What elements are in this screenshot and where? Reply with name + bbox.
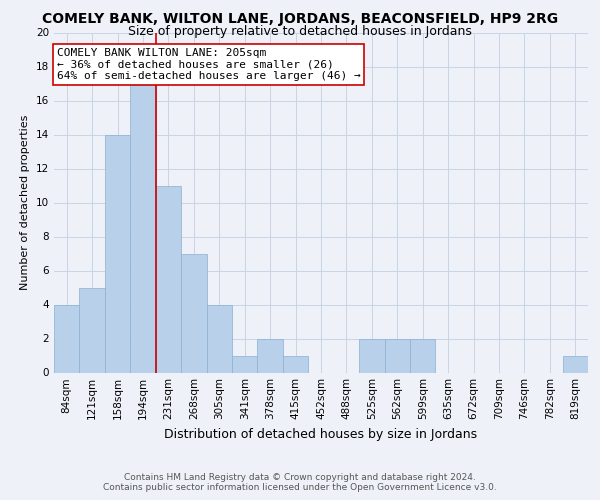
Bar [156,186,181,372]
Bar [79,288,105,372]
Text: COMELY BANK, WILTON LANE, JORDANS, BEACONSFIELD, HP9 2RG: COMELY BANK, WILTON LANE, JORDANS, BEACO… [42,12,558,26]
Bar [283,356,308,372]
Text: Contains HM Land Registry data © Crown copyright and database right 2024.
Contai: Contains HM Land Registry data © Crown c… [103,473,497,492]
Bar [54,304,79,372]
Text: Size of property relative to detached houses in Jordans: Size of property relative to detached ho… [128,25,472,38]
Bar [257,338,283,372]
Bar [385,338,410,372]
Y-axis label: Number of detached properties: Number of detached properties [20,115,31,290]
Bar [410,338,436,372]
Bar [105,134,130,372]
Bar [130,84,156,372]
Bar [206,304,232,372]
Text: COMELY BANK WILTON LANE: 205sqm
← 36% of detached houses are smaller (26)
64% of: COMELY BANK WILTON LANE: 205sqm ← 36% of… [56,48,361,81]
X-axis label: Distribution of detached houses by size in Jordans: Distribution of detached houses by size … [164,428,478,441]
Bar [181,254,206,372]
Bar [563,356,588,372]
Bar [359,338,385,372]
Bar [232,356,257,372]
